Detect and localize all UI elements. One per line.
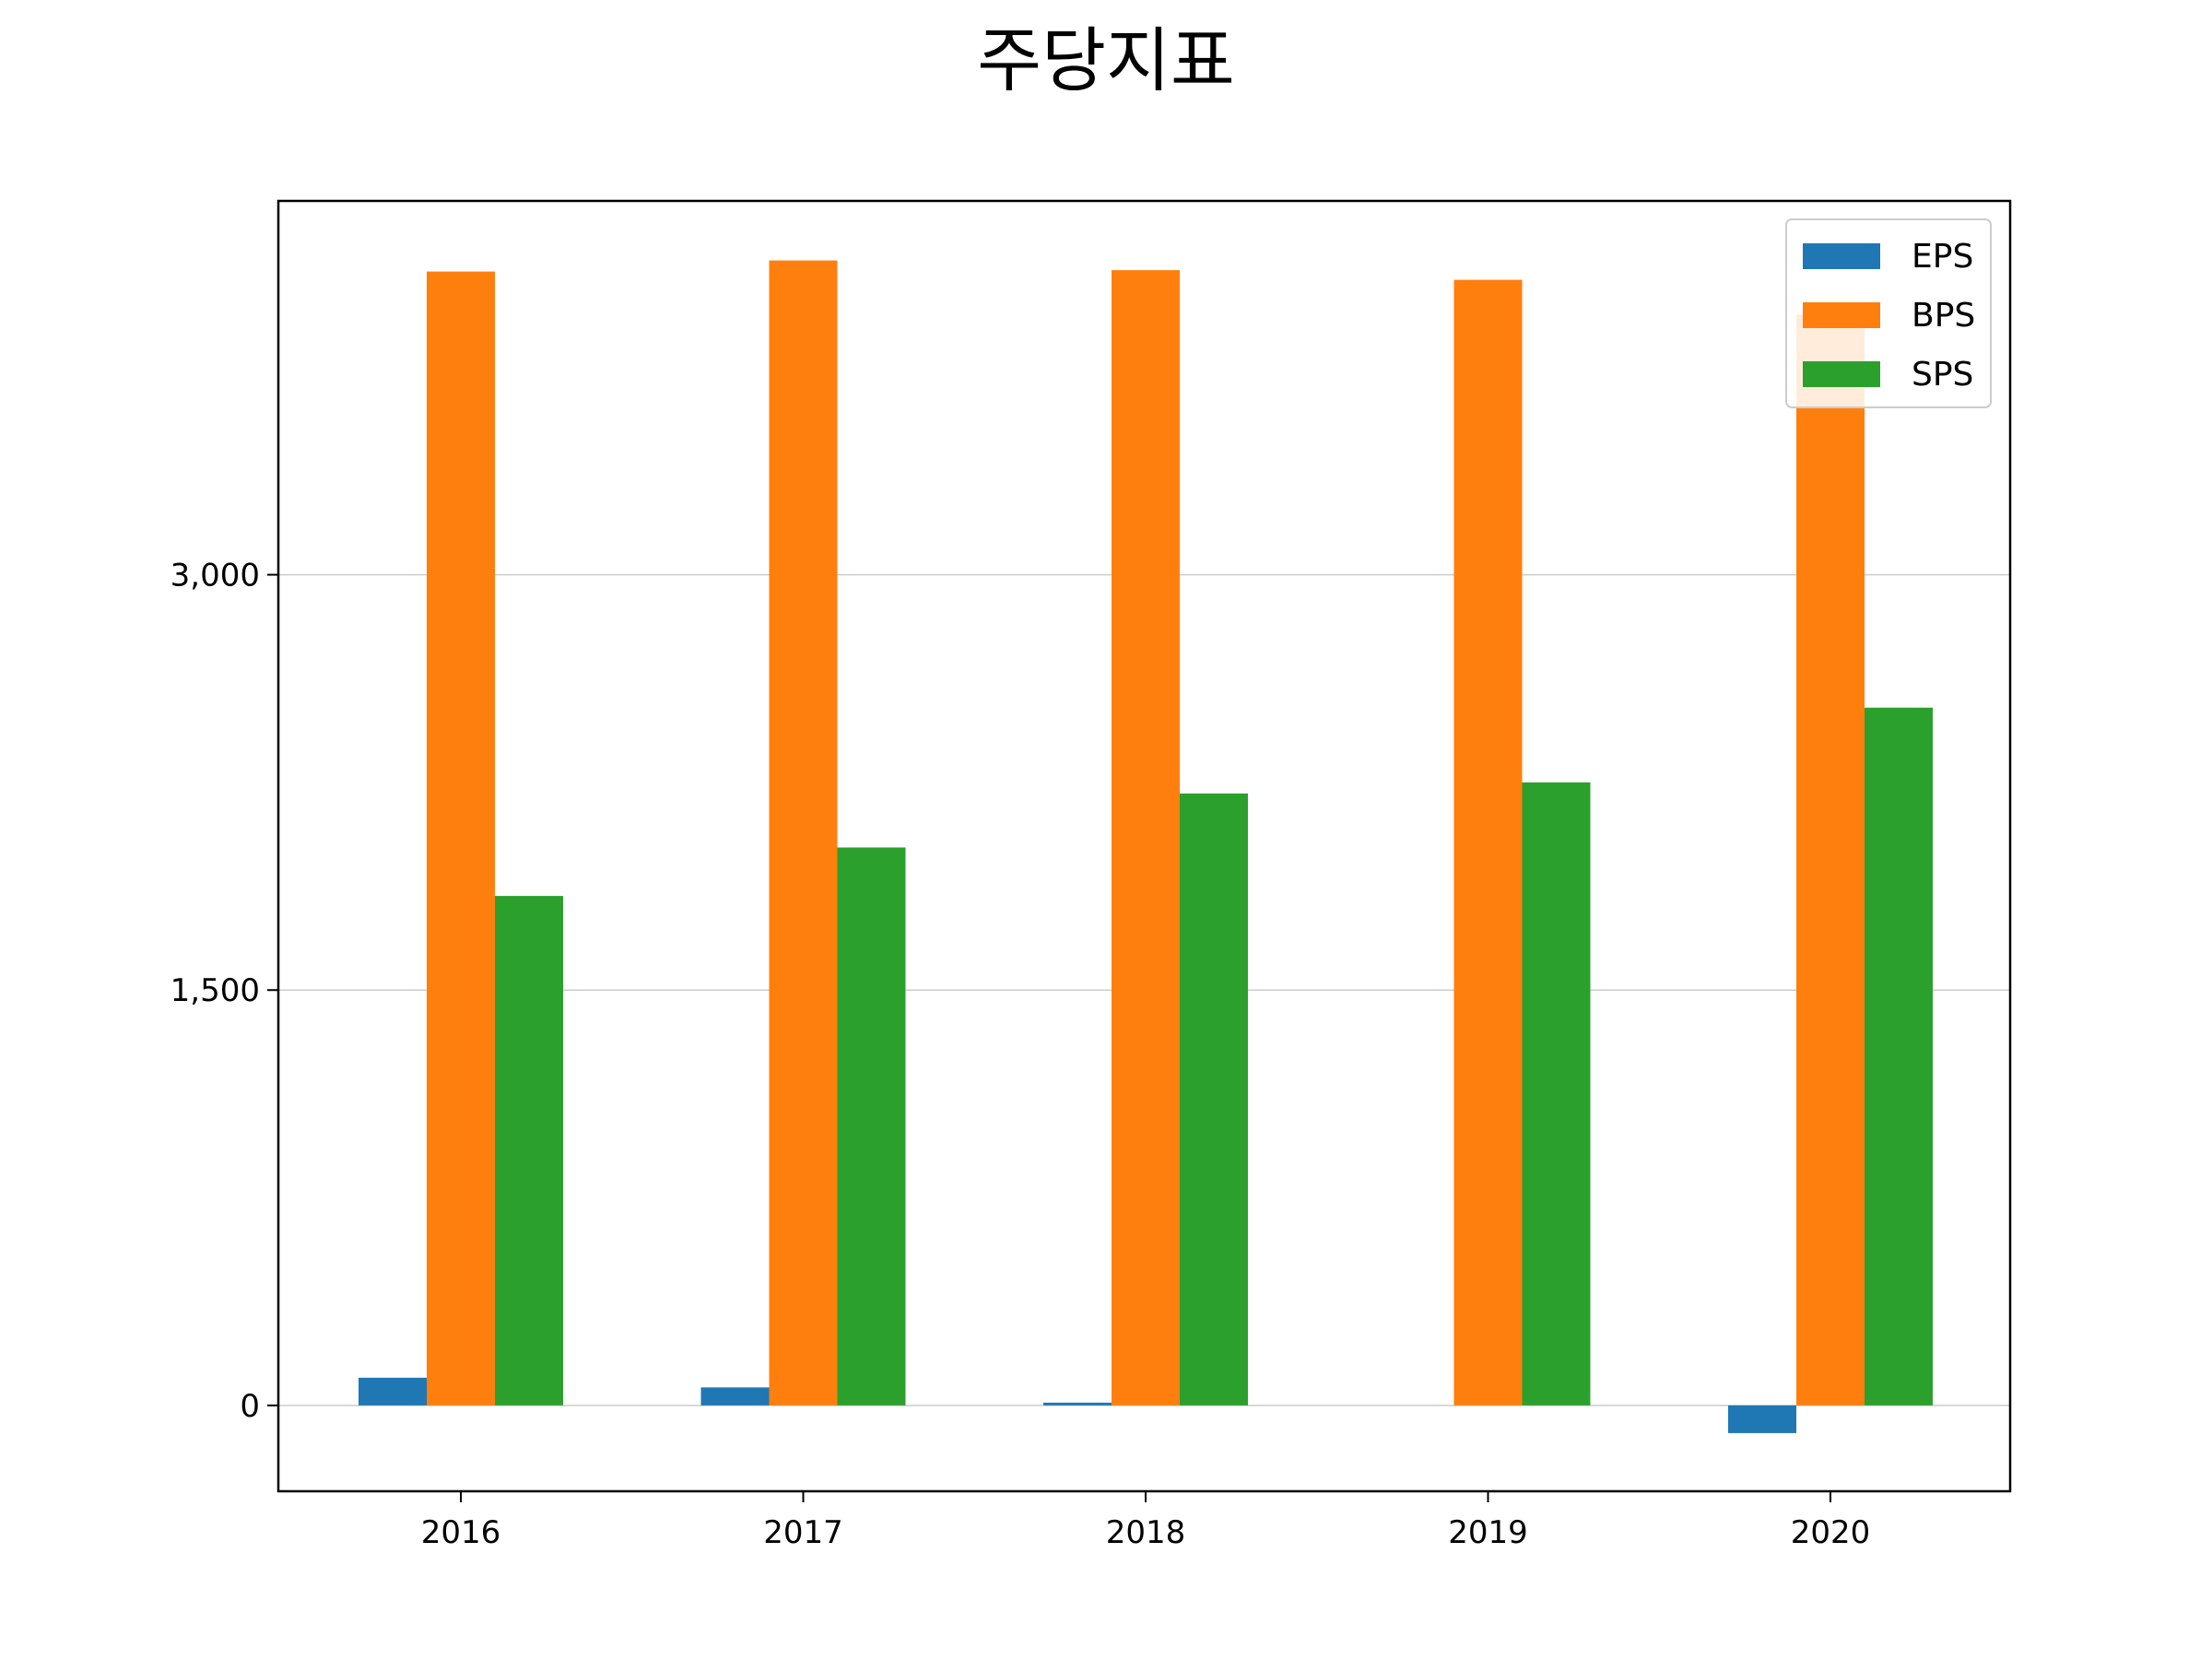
bar-eps-2016	[359, 1377, 427, 1406]
bar-sps-2020	[1865, 707, 1933, 1406]
chart-title: 주당지표	[977, 19, 1235, 101]
bar-eps-2020	[1728, 1405, 1796, 1433]
legend-swatch-eps	[1803, 243, 1880, 269]
bar-bps-2019	[1453, 279, 1523, 1406]
legend-label-sps: SPS	[1912, 356, 1973, 394]
bar-sps-2017	[837, 847, 906, 1406]
y-tick-label: 1,500	[171, 972, 260, 1009]
legend-swatch-bps	[1803, 302, 1880, 328]
x-axis: 2016 2017 2018 2019 2020	[421, 1491, 1871, 1551]
bar-sps-2016	[495, 896, 563, 1406]
legend-label-bps: BPS	[1912, 297, 1975, 335]
x-tick-label: 2020	[1791, 1514, 1871, 1551]
x-tick-label: 2016	[421, 1514, 501, 1551]
bar-sps-2018	[1180, 793, 1248, 1406]
bar-bps-2020	[1796, 314, 1865, 1406]
legend-label-eps: EPS	[1912, 238, 1973, 276]
x-tick-label: 2017	[763, 1514, 843, 1551]
bars	[359, 260, 1933, 1433]
x-tick-label: 2019	[1448, 1514, 1528, 1551]
bar-sps-2019	[1522, 782, 1591, 1406]
y-axis: 0 1,500 3,000	[171, 558, 278, 1425]
bar-bps-2017	[769, 260, 838, 1406]
legend-swatch-sps	[1803, 361, 1880, 387]
y-tick-label: 0	[240, 1388, 260, 1425]
bar-bps-2016	[427, 271, 495, 1406]
plot-frame	[276, 199, 2012, 1493]
bar-bps-2018	[1112, 270, 1180, 1406]
bar-eps-2017	[700, 1387, 770, 1406]
x-tick-label: 2018	[1106, 1514, 1186, 1551]
bar-eps-2018	[1043, 1402, 1112, 1406]
y-tick-label: 3,000	[171, 558, 260, 594]
legend: EPS BPS SPS	[1785, 218, 1992, 408]
